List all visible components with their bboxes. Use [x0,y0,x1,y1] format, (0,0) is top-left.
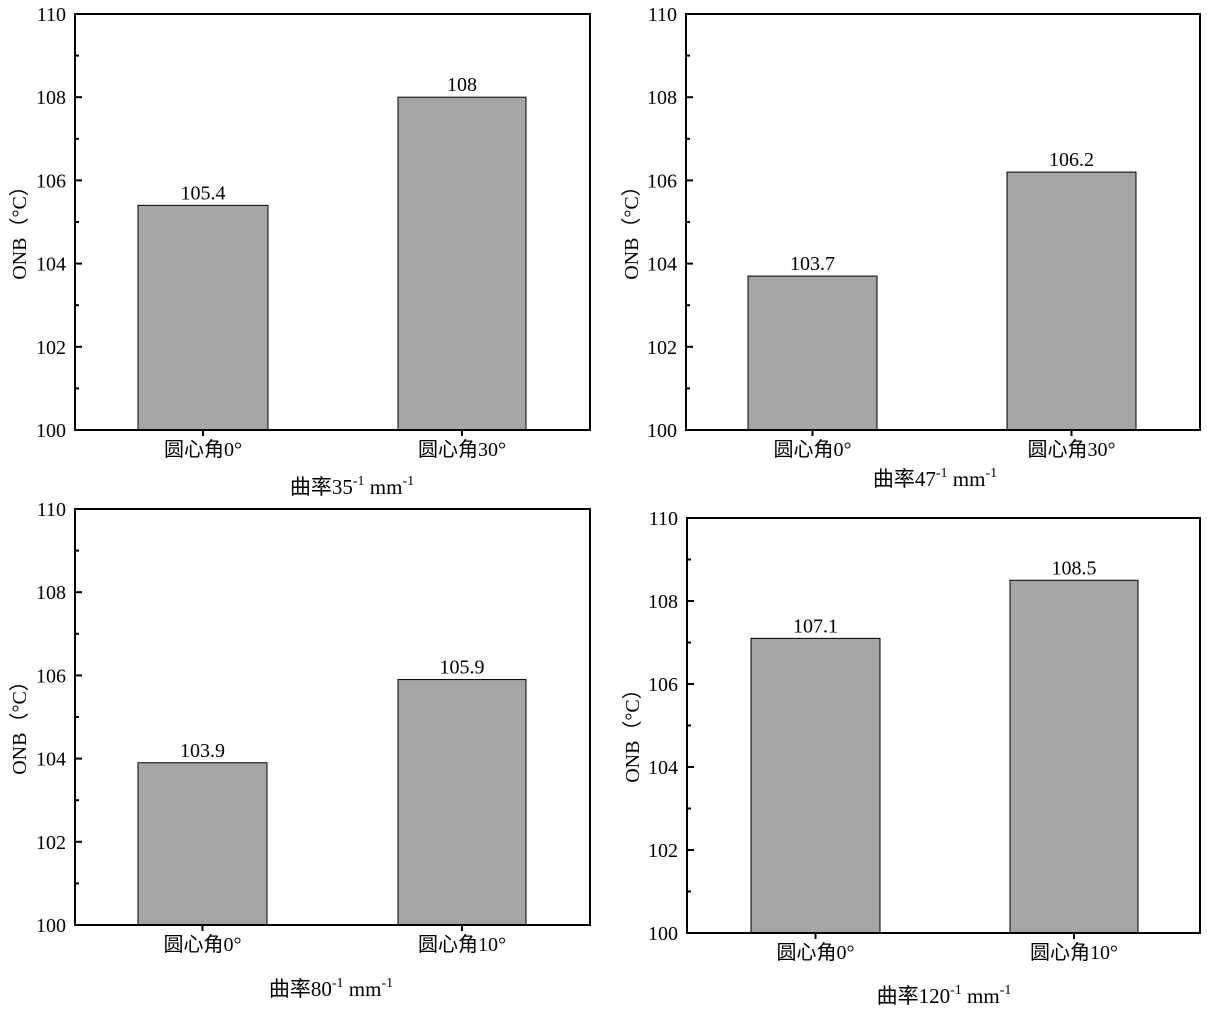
y-axis-title: ONB（°C） [620,176,643,280]
x-title-prefix: 曲率120 [877,984,951,1008]
category-label-2: 圆心角30° [418,438,506,461]
data-label-2: 105.9 [440,657,485,679]
data-label-2: 106.2 [1049,149,1094,171]
x-title-exp1: -1 [353,474,365,489]
chart-panel-1: 105.4 圆心角0° 108 圆心角30° 100 102 104 106 108 110 ONB… [8,4,591,499]
y-tick-label: 102 [648,840,678,862]
y-tick-label: 110 [37,499,66,521]
category-label-1: 圆心角0° [774,438,852,461]
y-tick-label: 110 [648,4,677,26]
y-axis-title: ONB（°C） [8,176,31,280]
y-tick-label: 108 [647,87,677,109]
data-label-2: 108.5 [1052,557,1097,579]
x-axis-title: 曲率47-1 mm-1 [873,466,997,491]
x-title-exp2: -1 [985,466,997,481]
y-tick-label: 106 [647,170,677,192]
y-tick-label: 108 [36,582,66,604]
category-label-2: 圆心角30° [1028,438,1116,461]
x-axis-title: 曲率35-1 mm-1 [290,474,414,499]
x-axis-title: 曲率80-1 mm-1 [269,976,393,1001]
y-tick-label: 106 [36,665,66,687]
category-label-1: 圆心角0° [777,941,855,964]
y-tick-label: 106 [648,674,678,696]
bar-1 [137,762,268,926]
chart-panel-3: 103.9 圆心角0° 105.9 圆心角10° 100 102 104 106 108 110 O… [8,499,591,1001]
x-title-prefix: 曲率35 [290,475,353,499]
category-label-2: 圆心角10° [1030,941,1118,964]
x-title-exp1: -1 [332,976,344,991]
data-label-1: 107.1 [793,615,838,637]
y-tick-label: 110 [649,508,678,530]
y-tick-label: 100 [36,915,66,937]
data-label-1: 103.7 [790,253,835,275]
bar-2 [397,679,527,926]
x-title-exp2: -1 [402,474,414,489]
bar-1 [747,275,878,431]
bar-1 [137,204,269,431]
bar-1 [750,637,881,934]
x-title-exp2: -1 [381,976,393,991]
y-tick-label: 106 [36,170,66,192]
bar-2 [1006,171,1137,431]
y-tick-label: 104 [647,254,677,276]
y-tick-label: 102 [36,337,66,359]
category-label-1: 圆心角0° [164,933,242,956]
x-title-unit: mm [948,467,986,491]
y-tick-label: 108 [36,87,66,109]
y-tick-label: 104 [36,254,66,276]
y-tick-label: 102 [36,832,66,854]
chart-panel-4: 107.1 圆心角0° 108.5 圆心角10° 100 102 104 106 108 110 O… [621,508,1201,1008]
data-label-2: 108 [447,74,477,96]
y-axis-title: ONB（°C） [8,671,31,775]
category-label-1: 圆心角0° [164,438,242,461]
category-label-2: 圆心角10° [418,933,506,956]
bar-2 [1009,579,1139,934]
x-title-unit: mm [962,984,1000,1008]
y-tick-label: 104 [648,757,678,779]
x-title-unit: mm [365,475,403,499]
y-tick-label: 102 [647,337,677,359]
x-axis-title: 曲率120-1 mm-1 [877,983,1012,1008]
y-tick-label: 100 [647,420,677,442]
x-title-exp1: -1 [936,466,948,481]
y-tick-label: 100 [648,923,678,945]
x-title-unit: mm [344,977,382,1001]
chart-panel-2: 103.7 圆心角0° 106.2 圆心角30° 100 102 104 106 108 110 O… [620,4,1201,491]
y-tick-label: 110 [37,4,66,26]
x-title-prefix: 曲率47 [873,467,936,491]
x-title-prefix: 曲率80 [269,977,332,1001]
bar-2 [397,96,527,431]
x-title-exp2: -1 [1000,983,1012,998]
y-axis-title: ONB（°C） [621,679,644,783]
y-tick-label: 108 [648,591,678,613]
data-label-1: 105.4 [181,182,226,204]
y-tick-label: 100 [36,420,66,442]
x-title-exp1: -1 [950,983,962,998]
data-label-1: 103.9 [180,740,225,762]
y-tick-label: 104 [36,749,66,771]
